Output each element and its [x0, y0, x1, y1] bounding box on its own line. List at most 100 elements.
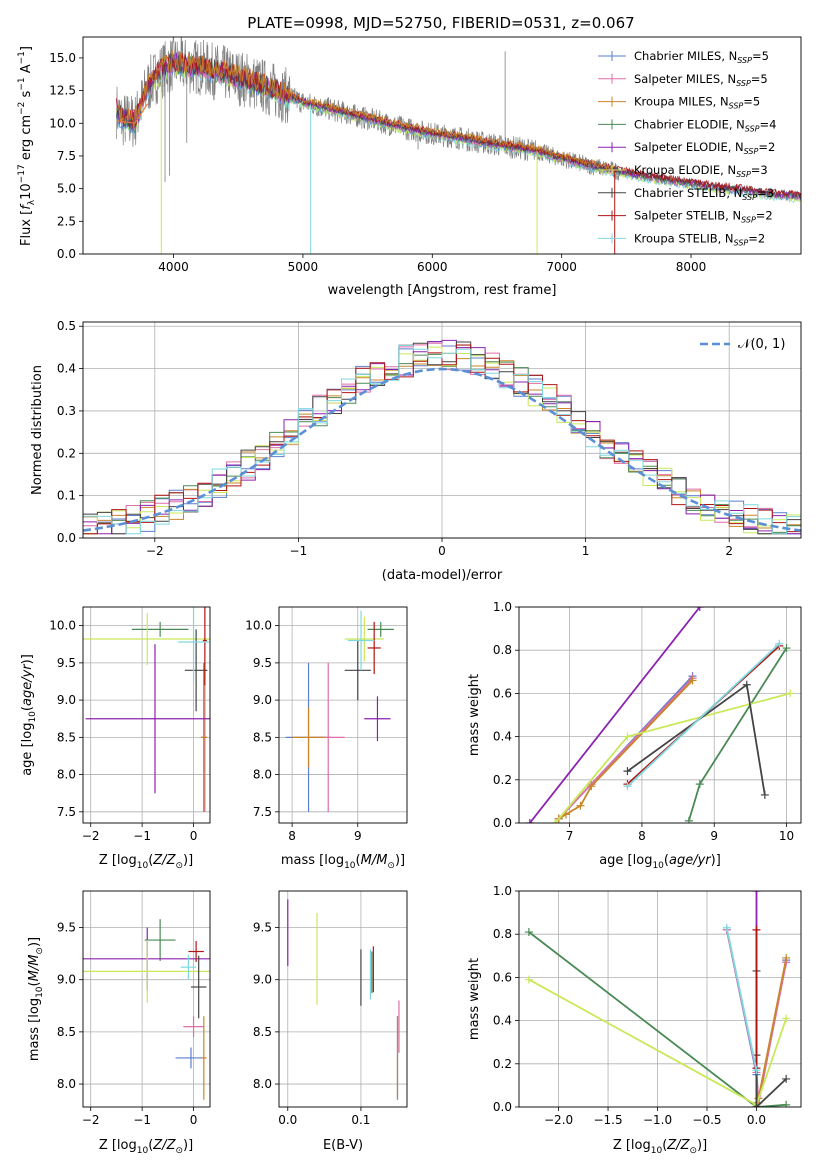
- y-tick-label: 8.5: [57, 1025, 76, 1039]
- weight-marker-3: [695, 780, 704, 789]
- mass-vs-ebv-panel: 0.0 0.1 8.0 8.5 9.0 9.5 E(B-V): [253, 890, 408, 1153]
- spectrum-y-axis-label: Flux [fλ10−17 erg cm−2 s−1 A−1]: [17, 46, 37, 246]
- weight-marker-2: [576, 801, 585, 810]
- age-vs-mass-frame: [278, 606, 408, 824]
- y-tick-label: 10.0: [49, 619, 76, 633]
- weight-marker-5: [786, 689, 795, 698]
- y-tick-label: 7.5: [57, 149, 76, 163]
- x-tick-label: 6000: [417, 260, 448, 274]
- y-tick-label: 12.5: [49, 84, 76, 98]
- y-tick-label: 10.0: [245, 619, 272, 633]
- y-tick-label: 8.0: [57, 1077, 76, 1091]
- x-tick-label: −1.5: [593, 1113, 622, 1127]
- legend-label-5: Kroupa ELODIE, NSSP=3: [634, 163, 768, 179]
- weight-line-8: [725, 927, 758, 1071]
- legend-label-4: Salpeter ELODIE, NSSP=2: [634, 140, 775, 156]
- weight-marker-2: [587, 782, 596, 791]
- y-tick-label: 0.4: [493, 730, 512, 744]
- histogram-7-line: [83, 344, 801, 535]
- normal-legend-label: 𝒩(0, 1): [738, 337, 785, 352]
- y-tick-label: 8.0: [253, 1077, 272, 1091]
- weight-marker-3: [782, 644, 791, 653]
- x-tick-label: 9: [354, 829, 362, 843]
- age-vs-Z-x-axis-label: Z [log10(Z/Z⊙)]: [99, 853, 193, 871]
- x-tick-label: −2.0: [544, 1113, 573, 1127]
- y-tick-label: 9.0: [253, 693, 272, 707]
- x-tick-label: −0.5: [692, 1113, 721, 1127]
- legend-label-8: Kroupa STELIB, NSSP=2: [634, 231, 765, 247]
- y-tick-label: 0.3: [57, 404, 76, 418]
- spectrum-x-axis-label: wavelength [Angstrom, rest frame]: [328, 283, 557, 298]
- y-tick-label: 0.0: [493, 816, 512, 830]
- y-tick-label: 0.6: [493, 686, 512, 700]
- weight-marker-3: [524, 928, 533, 937]
- weight-vs-Z-panel: −2.0 −1.5 −1.0 −0.5 0.0 0.0 0.2 0.4 0.6 0.8 1.0 Z […: [467, 884, 802, 1156]
- weight-marker-2: [688, 676, 697, 685]
- legend-label-6: Chabrier STELIB, NSSP=3: [634, 186, 774, 202]
- y-tick-label: 9.5: [253, 921, 272, 935]
- x-tick-label: −1: [290, 544, 308, 558]
- weight-marker-5: [782, 1014, 791, 1023]
- y-tick-label: 0.4: [57, 362, 76, 376]
- mass-vs-Z-plot-area: [83, 919, 210, 1100]
- weight-marker-6: [782, 1074, 791, 1083]
- y-tick-label: 5.0: [57, 182, 76, 196]
- y-tick-label: 9.5: [253, 656, 272, 670]
- weight-marker-7: [752, 925, 761, 934]
- weight-marker-8: [752, 1066, 761, 1075]
- x-tick-label: −2: [146, 544, 164, 558]
- y-tick-label: 0.8: [493, 927, 512, 941]
- spectrum-frame: [82, 36, 802, 255]
- y-tick-label: 8.5: [253, 730, 272, 744]
- weight-marker-3: [684, 816, 693, 823]
- y-tick-label: 8.5: [253, 1025, 272, 1039]
- normal-curve-line: [83, 367, 801, 532]
- x-tick-label: 0.0: [278, 1113, 297, 1127]
- legend-label-1: Salpeter MILES, NSSP=5: [634, 72, 768, 88]
- y-tick-label: 0.2: [57, 446, 76, 460]
- y-tick-label: 1.0: [493, 884, 512, 898]
- residuals-x-axis-label: (data-model)/error: [382, 568, 503, 583]
- mass-vs-Z-frame: [82, 890, 211, 1108]
- weight-line-4: [529, 607, 701, 823]
- weight-marker-4: [695, 607, 704, 611]
- weight-line-8: [626, 643, 780, 787]
- y-tick-label: 0.0: [57, 531, 76, 545]
- mass-vs-Z-panel: −2 −1 0 8.0 8.5 9.0 9.5 Z [log10(Z/Z⊙)] mass [lo…: [27, 890, 211, 1156]
- weight-marker-5: [524, 975, 533, 984]
- y-tick-label: 2.5: [57, 214, 76, 228]
- age-vs-Z-panel: −2 −1 0 7.5 8.0 8.5 9.0 9.5 10.0 Z [log10(Z/Z⊙)] a…: [20, 606, 211, 871]
- weight-vs-age-panel: 7 8 9 10 0.0 0.2 0.4 0.6 0.8 1.0 age [log10(age/yr…: [467, 600, 802, 871]
- mass-vs-Z-x-axis-label: Z [log10(Z/Z⊙)]: [99, 1138, 193, 1156]
- y-tick-label: 0.6: [493, 970, 512, 984]
- y-tick-label: 0.0: [493, 1100, 512, 1114]
- y-tick-label: 9.5: [57, 656, 76, 670]
- age-vs-mass-plot-area: [285, 610, 394, 812]
- x-tick-label: 4000: [158, 260, 189, 274]
- weight-vs-Z-x-axis-label: Z [log10(Z/Z⊙)]: [613, 1138, 707, 1156]
- model-fit-7-line: [116, 52, 801, 198]
- weight-marker-2: [782, 953, 791, 962]
- y-tick-label: 10.0: [49, 116, 76, 130]
- y-tick-label: 0.0: [57, 247, 76, 261]
- weight-marker-3: [782, 1100, 791, 1107]
- y-tick-label: 8.5: [57, 730, 76, 744]
- mass-vs-ebv-frame: [278, 890, 408, 1108]
- y-tick-label: 7.5: [57, 805, 76, 819]
- weight-marker-5: [551, 819, 560, 823]
- weight-marker-6: [623, 767, 632, 776]
- x-tick-label: 5000: [288, 260, 319, 274]
- y-tick-label: 9.0: [253, 973, 272, 987]
- x-tick-label: 10: [779, 829, 794, 843]
- weight-marker-8: [623, 782, 632, 791]
- x-tick-label: −2: [82, 1113, 100, 1127]
- spectrum-plot-area: [116, 37, 801, 254]
- x-tick-label: −1: [133, 829, 151, 843]
- weight-marker-6: [752, 1103, 761, 1107]
- mass-vs-Z-y-axis-label: mass [log10(M/M⊙)]: [27, 937, 45, 1061]
- mass-vs-ebv-plot-area: [287, 899, 400, 1100]
- legend-label-3: Chabrier ELODIE, NSSP=4: [634, 117, 776, 133]
- y-tick-label: 0.8: [493, 643, 512, 657]
- x-tick-label: −1: [133, 1113, 151, 1127]
